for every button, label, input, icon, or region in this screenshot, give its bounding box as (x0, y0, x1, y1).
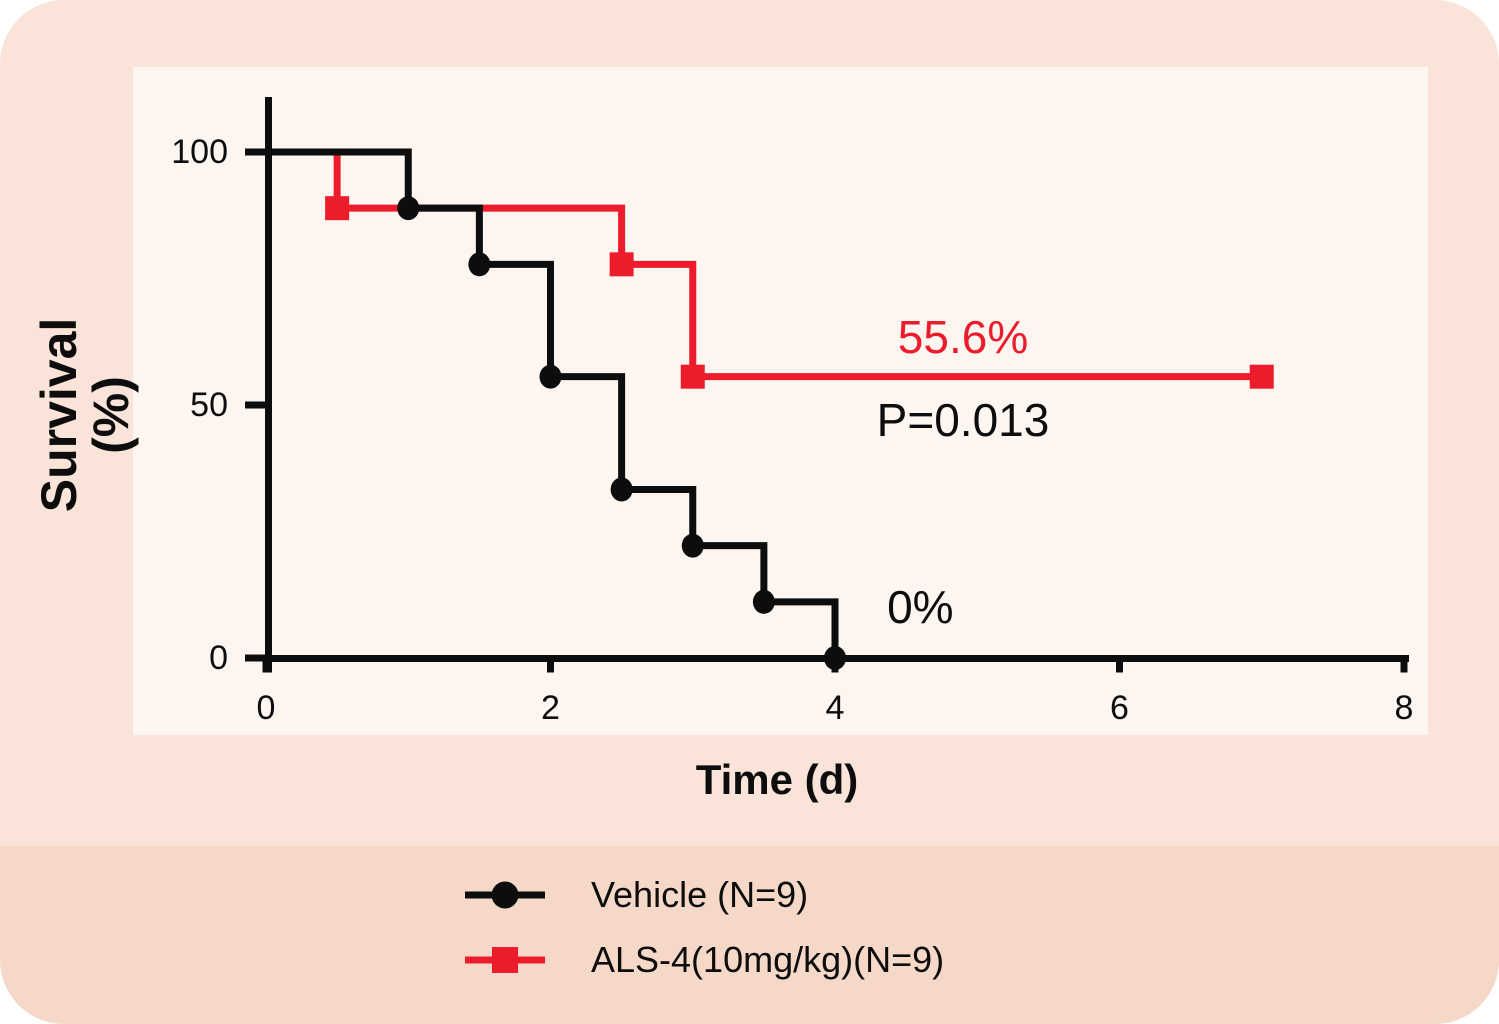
vehicle-marker (610, 477, 633, 502)
y-tick-label: 0 (209, 639, 228, 677)
plot-panel (133, 67, 1428, 735)
als4-line-square-icon (465, 947, 545, 973)
legend: Vehicle (N=9) ALS-4(10mg/kg)(N=9) (463, 874, 945, 980)
x-tick-label: 4 (825, 689, 845, 727)
x-tick-label: 2 (541, 689, 560, 727)
vehicle-marker (468, 252, 491, 277)
legend-label-als4: ALS-4(10mg/kg)(N=9) (591, 939, 945, 980)
annotation-vehicle-final-survival: 0% (887, 580, 954, 633)
als4-marker (1249, 364, 1274, 389)
series-line (266, 148, 839, 658)
x-tick-label: 6 (1110, 689, 1129, 727)
als4-marker (609, 252, 634, 277)
annotation-p-value: P=0.013 (876, 394, 1050, 447)
annotation-als4-final-survival: 55.6% (897, 310, 1029, 363)
x-tick-label: 8 (1394, 689, 1414, 727)
vehicle-marker (824, 646, 846, 670)
als4-marker (680, 364, 705, 389)
vehicle-marker (539, 364, 562, 389)
als4-marker (325, 196, 350, 221)
series-line (266, 148, 1262, 381)
vehicle-marker (397, 196, 420, 221)
legend-band (0, 846, 1499, 1024)
y-tick-label: 100 (171, 133, 228, 171)
legend-label-vehicle: Vehicle (N=9) (591, 874, 809, 915)
y-tick-label: 50 (190, 386, 228, 424)
y-axis-title-line1: Survival (31, 317, 87, 513)
x-tick-label: 0 (256, 689, 276, 727)
vehicle-marker (752, 589, 775, 614)
vehicle-marker (681, 533, 704, 558)
legend-item-als4: ALS-4(10mg/kg)(N=9) (463, 939, 945, 980)
x-axis-title: Time (d) (695, 756, 859, 803)
legend-item-vehicle: Vehicle (N=9) (463, 874, 944, 915)
vehicle-line-circle-icon (465, 881, 545, 909)
